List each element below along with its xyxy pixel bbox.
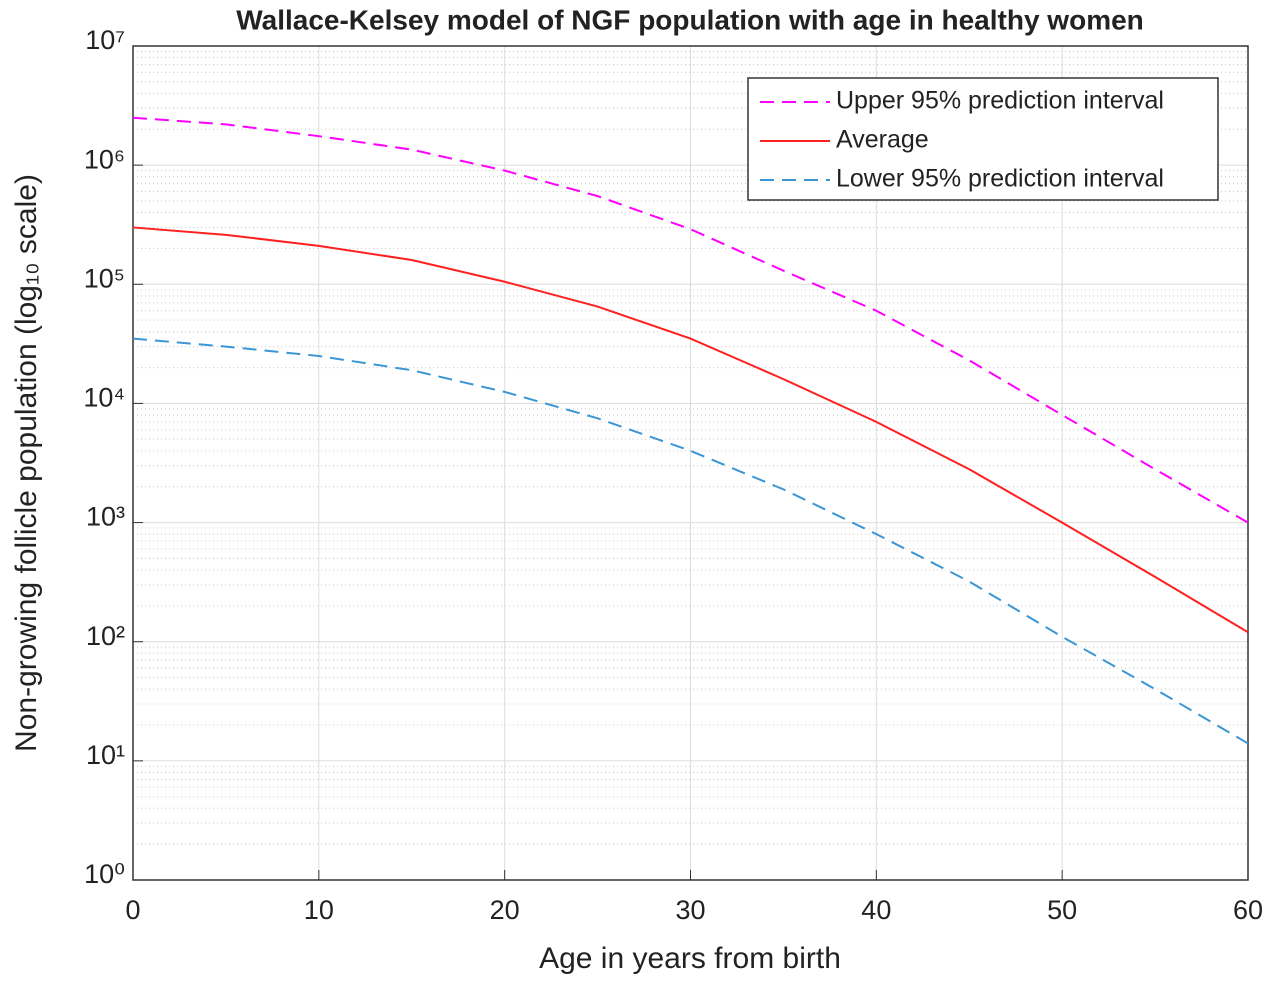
x-tick-label: 60: [1233, 895, 1263, 925]
legend-label: Upper 95% prediction interval: [836, 87, 1164, 115]
y-tick-label: 10¹: [86, 740, 125, 770]
x-tick-label: 20: [490, 895, 520, 925]
x-tick-label: 40: [861, 895, 891, 925]
y-tick-label: 10³: [86, 502, 125, 532]
y-tick-label: 10⁷: [85, 25, 125, 55]
legend-label: Average: [836, 126, 929, 154]
series-line: [132, 226, 1249, 634]
y-tick-label: 10⁶: [84, 144, 125, 174]
y-tick-label: 10²: [86, 621, 125, 651]
x-tick-label: 30: [675, 895, 705, 925]
y-tick-label: 10⁴: [83, 383, 125, 413]
series-line: [132, 116, 1249, 524]
x-tick-label: 50: [1047, 895, 1077, 925]
y-tick-label: 10⁵: [84, 263, 125, 293]
chart-title: Wallace-Kelsey model of NGF population w…: [236, 4, 1144, 35]
series-line: [132, 337, 1249, 745]
legend-label: Lower 95% prediction interval: [836, 165, 1164, 193]
x-tick-label: 0: [125, 895, 140, 925]
x-axis-label: Age in years from birth: [539, 942, 841, 975]
y-tick-label: 10⁰: [84, 859, 125, 889]
y-axis-label: Non-growing follicle population (log₁₀ s…: [10, 174, 43, 752]
plot-frame: [132, 45, 1249, 881]
x-tick-label: 10: [304, 895, 334, 925]
